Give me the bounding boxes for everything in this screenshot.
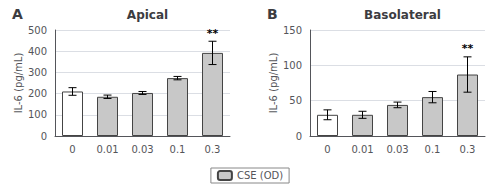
svg-text:0.03: 0.03 <box>386 144 408 155</box>
svg-text:50: 50 <box>289 95 302 106</box>
svg-text:0.3: 0.3 <box>460 144 476 155</box>
svg-text:0.3: 0.3 <box>205 144 221 155</box>
svg-text:Apical: Apical <box>127 8 168 22</box>
svg-text:B: B <box>267 6 278 22</box>
svg-text:0: 0 <box>324 144 330 155</box>
svg-text:**: ** <box>462 42 474 55</box>
svg-text:IL-6 (pg/mL): IL-6 (pg/mL) <box>13 53 24 114</box>
svg-text:300: 300 <box>28 67 47 78</box>
svg-text:400: 400 <box>28 46 47 57</box>
svg-text:0: 0 <box>296 131 302 142</box>
svg-text:0.03: 0.03 <box>131 144 153 155</box>
svg-text:0.01: 0.01 <box>96 144 118 155</box>
svg-text:0.1: 0.1 <box>425 144 441 155</box>
svg-text:0.01: 0.01 <box>351 144 373 155</box>
svg-text:500: 500 <box>28 25 47 36</box>
svg-text:100: 100 <box>28 109 47 120</box>
svg-text:200: 200 <box>28 88 47 99</box>
svg-text:100: 100 <box>283 60 302 71</box>
svg-text:0: 0 <box>41 131 47 142</box>
svg-text:**: ** <box>207 27 219 40</box>
svg-text:0: 0 <box>69 144 75 155</box>
svg-text:CSE (OD): CSE (OD) <box>237 170 283 181</box>
svg-text:A: A <box>12 6 23 22</box>
svg-text:IL-6 (pg/mL): IL-6 (pg/mL) <box>268 53 279 114</box>
svg-text:Basolateral: Basolateral <box>364 8 441 22</box>
svg-text:150: 150 <box>283 25 302 36</box>
svg-text:0.1: 0.1 <box>170 144 186 155</box>
